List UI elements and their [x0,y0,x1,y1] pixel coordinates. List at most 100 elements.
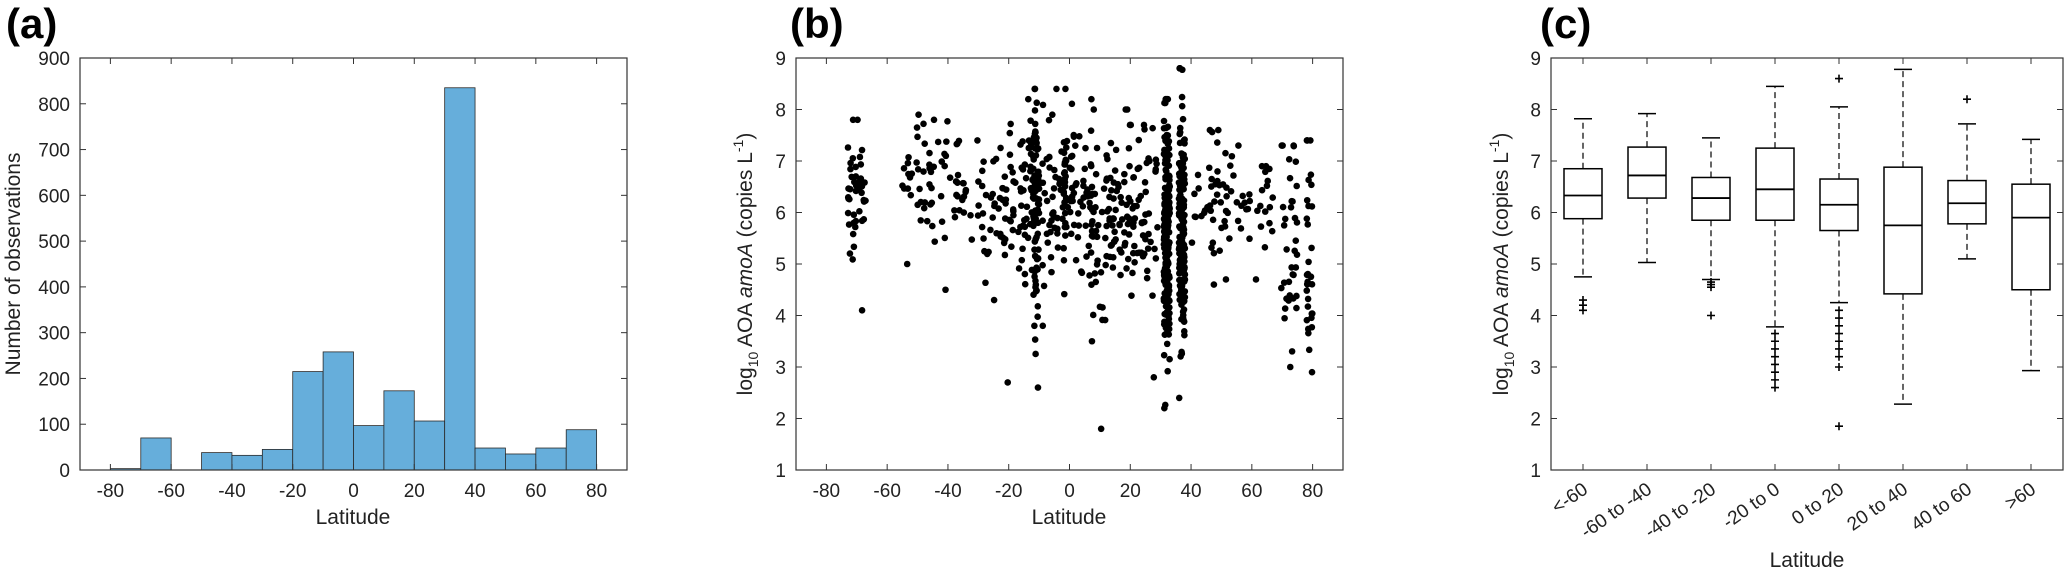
scatter-point [951,213,959,221]
scatter-point [1128,292,1135,299]
scatter-point [931,238,939,245]
box-6 [1947,95,1987,260]
scatter-point [1121,239,1129,247]
scatter-point [962,186,970,194]
scatter-point [1145,230,1152,238]
scatter-point [1031,336,1039,343]
scatter-point [1263,182,1271,190]
scatter-point [1112,146,1120,154]
scatter-point [1032,350,1039,358]
scatter-point [1268,227,1276,235]
scatter-point [1162,196,1170,203]
histogram-bar [413,420,446,471]
scatter-point [1165,287,1173,294]
y-tick-label: 1 [775,461,786,482]
scatter-point [930,163,938,171]
scatter-point [1286,174,1294,182]
scatter-point [1210,281,1218,288]
scatter-point [1178,289,1186,297]
scatter-point [1176,282,1184,289]
scatter-point [844,209,852,217]
scatter-point [1125,215,1133,222]
outlier-marker [1835,306,1843,315]
scatter-point [943,138,950,145]
scatter-point [967,212,974,219]
scatter-point [1289,198,1296,205]
scatter-point [1180,306,1188,313]
scatter-point [1033,99,1041,107]
outlier-marker [1771,329,1779,338]
x-tick-label: -20 to 0 [1719,479,1784,533]
scatter-point [1034,266,1041,273]
scatter-point [1001,173,1009,180]
scatter-point [1030,165,1037,173]
scatter-point [1054,214,1061,222]
scatter-point [1015,228,1022,236]
scatter-point [1140,121,1148,129]
scatter-point [1208,183,1215,190]
scatter-point [1006,151,1014,158]
scatter-point [1292,264,1300,271]
scatter-point [1101,316,1109,324]
scatter-point [1039,179,1047,187]
scatter-point [1110,195,1117,202]
scatter-point [1176,124,1184,132]
histogram-bar [140,437,172,471]
scatter-point [1308,368,1316,376]
scatter-point [978,223,986,231]
scatter-point [860,196,868,204]
y-tick-label: 4 [1530,307,1541,328]
scatter-point [1221,223,1229,230]
scatter-point [1143,267,1151,275]
scatter-point [1281,314,1288,322]
scatter-point [1214,168,1221,175]
scatter-point [1062,85,1069,93]
x-tick-label: 0 [1064,481,1075,502]
scatter-point [1088,183,1096,191]
scatter-point [1040,282,1048,290]
outlier-marker [1771,375,1779,384]
outlier-marker [1579,296,1587,305]
scatter-point [1092,227,1100,235]
scatter-point [952,178,960,185]
scatter-point [1112,206,1119,214]
panel-b-ylabel: log10 AOA amoA (copies L-1) [730,133,761,396]
y-tick-label: 2 [775,410,786,431]
y-tick-label: 9 [1530,49,1541,70]
y-tick-label: 4 [775,307,786,328]
scatter-point [1303,287,1311,294]
scatter-point [1130,174,1137,181]
scatter-point [1179,311,1187,319]
scatter-point [1049,111,1056,118]
scatter-point [1078,269,1086,277]
scatter-point [1010,178,1017,185]
scatter-point [1125,194,1133,202]
scatter-point [1261,243,1269,251]
scatter-point [914,133,921,141]
scatter-point [1200,209,1208,217]
scatter-point [1208,128,1216,136]
x-tick-label: -80 [813,481,840,502]
scatter-point [1283,246,1290,253]
panel-b-xlabel: Latitude [1032,506,1107,529]
scatter-point [1008,243,1015,250]
scatter-point [1166,355,1173,363]
scatter-point [1034,384,1042,391]
scatter-point [1031,246,1038,253]
histogram-bar [292,371,324,471]
box-2 [1691,137,1731,320]
scatter-point [1049,210,1056,218]
scatter-point [849,116,857,124]
scatter-point [1099,304,1106,311]
scatter-point [1031,136,1038,144]
scatter-point [1034,303,1042,310]
y-tick-label: 7 [775,152,786,173]
panel-c-label: (c) [1540,0,1591,47]
scatter-point [1304,270,1312,278]
scatter-point [954,171,962,179]
x-tick-label: 60 [525,481,546,502]
scatter-point [1019,138,1026,145]
scatter-point [1142,188,1150,196]
scatter-point [1165,172,1173,179]
scatter-point [999,196,1007,204]
